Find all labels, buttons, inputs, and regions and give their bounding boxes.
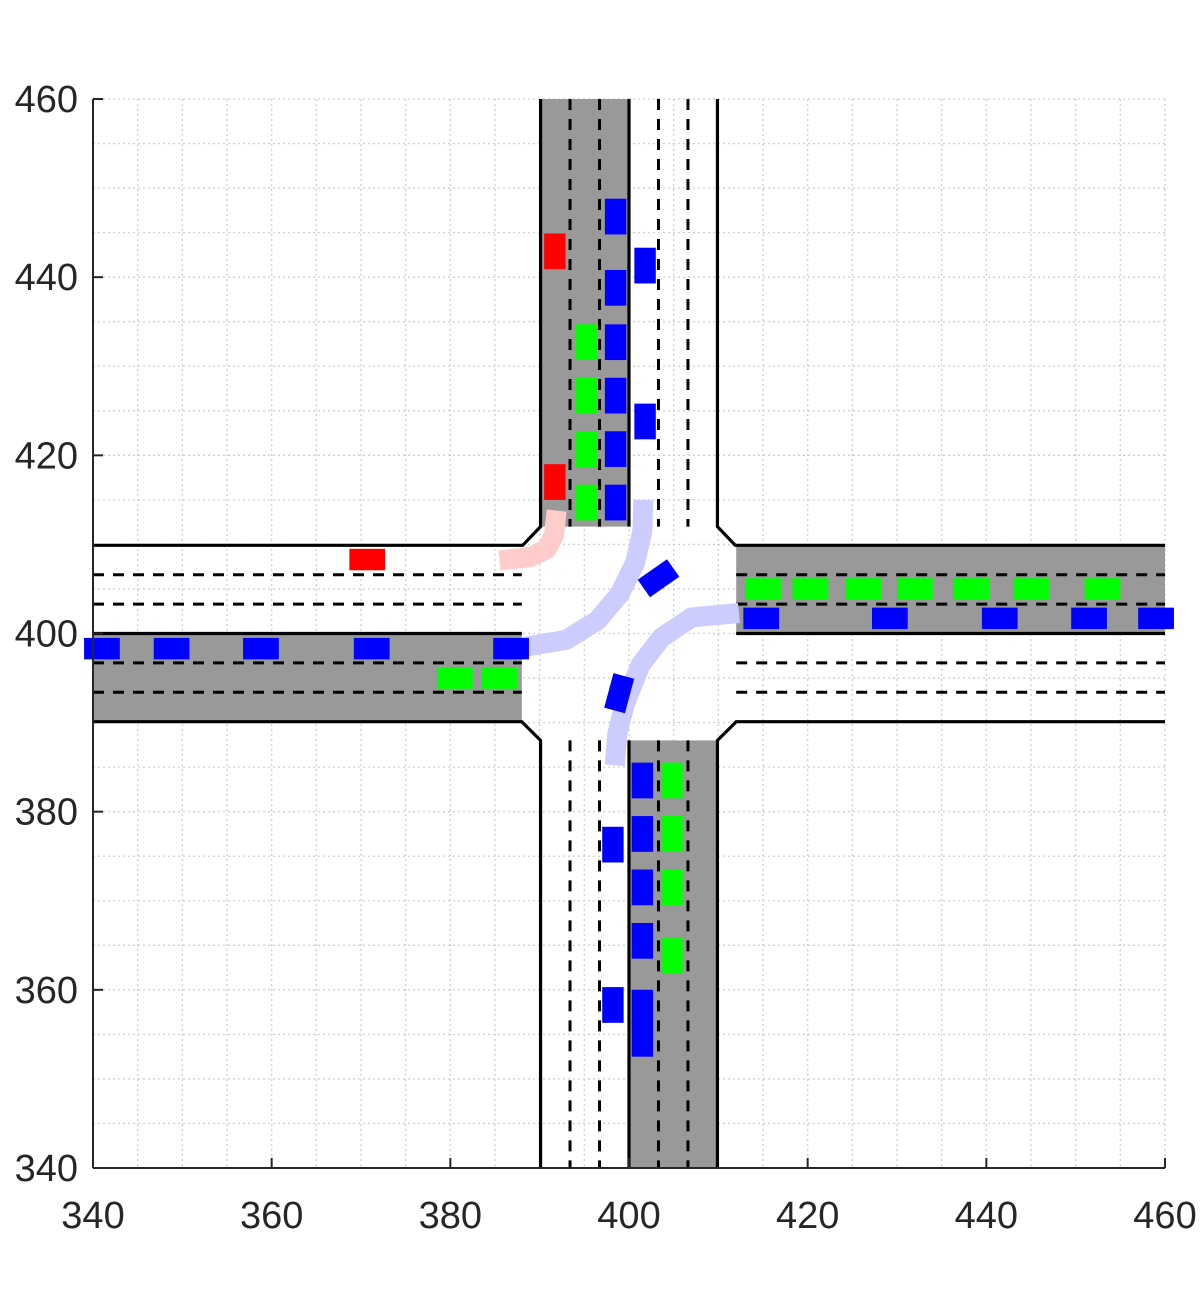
vehicle-blue — [634, 403, 656, 440]
trajectories — [498, 499, 740, 767]
vehicle-green — [575, 431, 597, 467]
x-tick-label: 340 — [61, 1195, 124, 1237]
vehicle-red — [544, 464, 566, 500]
trajectory-red-2 — [498, 509, 567, 571]
vehicle-blue — [981, 607, 1018, 630]
vehicle-blue — [153, 637, 190, 660]
y-tick-label: 380 — [15, 792, 78, 834]
vehicle-blue — [1138, 607, 1174, 630]
vehicle-blue — [493, 637, 529, 660]
vehicle-green — [575, 484, 597, 521]
x-tick-label: 440 — [955, 1195, 1018, 1237]
vehicle-blue — [604, 198, 627, 235]
vehicle-blue — [631, 1020, 654, 1057]
edge-ne — [715, 99, 1165, 547]
y-tick-label: 420 — [15, 435, 78, 477]
vehicle-blue — [84, 637, 120, 660]
vehicle-green — [575, 377, 597, 414]
x-tick-label: 380 — [419, 1195, 482, 1237]
vehicle-blue — [631, 989, 654, 1026]
edge-sw — [93, 720, 543, 1168]
y-tick-label: 440 — [15, 257, 78, 299]
edge-se — [715, 720, 1165, 1168]
vehicle-red — [349, 548, 386, 571]
trajectory-blue-0 — [522, 499, 654, 657]
vehicle-green — [953, 578, 990, 600]
vehicle-green — [575, 324, 597, 361]
vehicle-green — [1013, 578, 1049, 600]
x-tick-label: 420 — [776, 1195, 839, 1237]
vehicle-blue — [604, 324, 627, 361]
vehicle-blue — [631, 869, 654, 906]
vehicle-blue — [604, 269, 627, 306]
vehicle-green — [897, 578, 933, 600]
vehicle-blue — [602, 987, 624, 1023]
vehicle-green — [661, 816, 683, 852]
vehicle-blue — [604, 673, 635, 714]
vehicle-green — [792, 578, 829, 600]
vehicles — [84, 198, 1174, 1057]
vehicle-blue — [604, 484, 627, 521]
vehicle-blue — [353, 637, 390, 660]
vehicle-green — [481, 667, 518, 689]
vehicle-green — [1084, 578, 1121, 600]
vehicle-green — [661, 869, 683, 906]
y-tick-label: 340 — [15, 1148, 78, 1190]
vehicle-green — [845, 578, 881, 600]
vehicle-blue — [631, 762, 654, 799]
vehicle-blue — [631, 816, 654, 852]
trajectory-blue-1 — [604, 603, 740, 767]
vehicle-blue — [634, 247, 656, 284]
x-tick-label: 400 — [597, 1195, 660, 1237]
x-tick-label: 360 — [240, 1195, 303, 1237]
vehicle-blue — [631, 922, 654, 959]
vehicle-blue — [743, 607, 780, 630]
vehicle-green — [745, 578, 781, 600]
vehicle-blue — [604, 377, 627, 414]
vehicle-red — [544, 233, 566, 270]
y-tick-label: 360 — [15, 970, 78, 1012]
y-tick-label: 400 — [15, 614, 78, 656]
vehicle-blue — [871, 607, 908, 630]
vehicle-blue — [604, 431, 627, 467]
vehicle-blue — [1071, 607, 1107, 630]
vehicle-blue — [637, 559, 680, 598]
vehicle-green — [661, 938, 683, 974]
vehicle-green — [436, 667, 473, 689]
vehicle-blue — [602, 826, 624, 863]
y-tick-label: 460 — [15, 79, 78, 121]
vehicle-green — [661, 762, 683, 799]
x-tick-label: 460 — [1133, 1195, 1196, 1237]
edge-nw — [93, 99, 543, 547]
axes: 340 340 360 360 380 380 400 400 420 420 440 440 460 4… — [15, 79, 1197, 1237]
vehicle-blue — [243, 637, 279, 660]
